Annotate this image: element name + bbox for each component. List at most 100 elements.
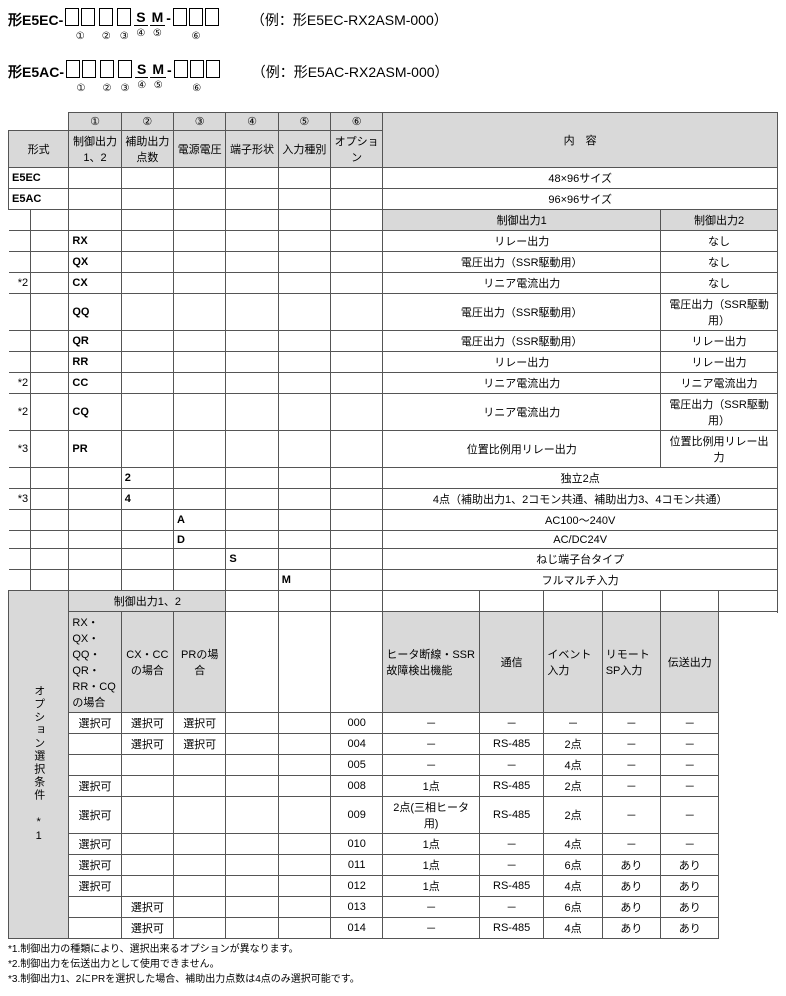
model-code: E5EC bbox=[9, 168, 69, 189]
opt-g3-val: 選択可 bbox=[174, 734, 226, 755]
col-hdr: 電源電圧 bbox=[174, 131, 226, 168]
opt-h1-val: － bbox=[383, 713, 480, 734]
opt-h2-val: － bbox=[479, 834, 543, 855]
opt-g2-val: 選択可 bbox=[121, 734, 173, 755]
type-header: 形式 bbox=[9, 131, 69, 168]
opt-h4-val: － bbox=[602, 776, 660, 797]
opt-g2-val bbox=[121, 876, 173, 897]
size-value: 96×96サイズ bbox=[383, 189, 778, 210]
output-code: CX bbox=[69, 273, 121, 294]
opt-h2-val: － bbox=[479, 855, 543, 876]
opt-h5-val: － bbox=[661, 797, 719, 834]
input-code: M bbox=[278, 570, 330, 591]
opt-code: 005 bbox=[331, 755, 383, 776]
opt-code: 010 bbox=[331, 834, 383, 855]
opt-h4-val: あり bbox=[602, 897, 660, 918]
opt-g2-val bbox=[121, 797, 173, 834]
opt-h1-val: 2点(三相ヒータ用) bbox=[383, 797, 480, 834]
output2-value: 位置比例用リレー出力 bbox=[661, 431, 778, 468]
star-note: *2 bbox=[9, 373, 31, 394]
col-hdr: 入力種別 bbox=[278, 131, 330, 168]
opt-h1-val: － bbox=[383, 755, 480, 776]
opt-g1-val: 選択可 bbox=[69, 776, 121, 797]
option-label: オプション選択条件 *1 bbox=[9, 591, 69, 939]
opt-h2-val: RS-485 bbox=[479, 776, 543, 797]
opt-g3-val bbox=[174, 897, 226, 918]
opt-h2-val: RS-485 bbox=[479, 918, 543, 939]
footnote: *1.制御出力の種類により、選択出来るオプションが異なります。 bbox=[8, 943, 778, 957]
col-num: ⑥ bbox=[331, 113, 383, 131]
opt-h3-val: 6点 bbox=[544, 855, 602, 876]
opt-h2-val: － bbox=[479, 897, 543, 918]
opt-h5-val: － bbox=[661, 734, 719, 755]
output2-value: なし bbox=[661, 273, 778, 294]
opt-h4-val: あり bbox=[602, 855, 660, 876]
output-code: CQ bbox=[69, 394, 121, 431]
output1-value: 電圧出力（SSR駆動用） bbox=[383, 294, 661, 331]
opt-h1-val: － bbox=[383, 918, 480, 939]
opt-h1-val: 1点 bbox=[383, 876, 480, 897]
opt-h1-val: 1点 bbox=[383, 834, 480, 855]
opt-g3-val bbox=[174, 834, 226, 855]
opt-code: 011 bbox=[331, 855, 383, 876]
out1-header: 制御出力1 bbox=[383, 210, 661, 231]
opt-g2-val bbox=[121, 755, 173, 776]
opt-g1-val bbox=[69, 734, 121, 755]
star-note: *3 bbox=[9, 489, 31, 510]
term-value: ねじ端子台タイプ bbox=[383, 549, 778, 570]
output1-value: リニア電流出力 bbox=[383, 394, 661, 431]
opt-g2-val bbox=[121, 855, 173, 876]
opt-h5-val: － bbox=[661, 776, 719, 797]
output-code: RR bbox=[69, 352, 121, 373]
opt-g1-val bbox=[69, 918, 121, 939]
opt-code: 008 bbox=[331, 776, 383, 797]
star-note: *2 bbox=[9, 273, 31, 294]
opt-g3-val bbox=[174, 876, 226, 897]
output1-value: 電圧出力（SSR駆動用） bbox=[383, 331, 661, 352]
out2-header: 制御出力2 bbox=[661, 210, 778, 231]
opt-h2-val: － bbox=[479, 713, 543, 734]
output2-value: リニア電流出力 bbox=[661, 373, 778, 394]
opt-h5-val: － bbox=[661, 713, 719, 734]
opt-h5-val: あり bbox=[661, 918, 719, 939]
star-note bbox=[9, 468, 31, 489]
opt-h3-val: 2点 bbox=[544, 734, 602, 755]
opt-g1-val: 選択可 bbox=[69, 834, 121, 855]
star-note bbox=[9, 352, 31, 373]
aux-code: 2 bbox=[121, 468, 173, 489]
opt-h2-val: RS-485 bbox=[479, 876, 543, 897]
model-number-lines: 形E5EC-①②③S④M⑤-⑥（例：形E5EC-RX2ASM-000）形E5AC… bbox=[8, 8, 778, 94]
output1-value: リニア電流出力 bbox=[383, 373, 661, 394]
star-note: *3 bbox=[9, 431, 31, 468]
output2-value: なし bbox=[661, 252, 778, 273]
power-code: D bbox=[174, 531, 226, 549]
model-line: 形E5AC-①②③S④M⑤-⑥（例：形E5AC-RX2ASM-000） bbox=[8, 60, 778, 94]
opt-g2: CX・CCの場合 bbox=[121, 612, 173, 713]
output2-value: 電圧出力（SSR駆動用） bbox=[661, 294, 778, 331]
opt-g1-val: 選択可 bbox=[69, 713, 121, 734]
opt-g3-val bbox=[174, 918, 226, 939]
opt-h1-val: 1点 bbox=[383, 855, 480, 876]
opt-h3-val: 4点 bbox=[544, 918, 602, 939]
input-value: フルマルチ入力 bbox=[383, 570, 778, 591]
opt-h1-val: － bbox=[383, 734, 480, 755]
opt-h4-val: － bbox=[602, 834, 660, 855]
opt-h3-val: 2点 bbox=[544, 797, 602, 834]
opt-h5-val: あり bbox=[661, 897, 719, 918]
output2-value: リレー出力 bbox=[661, 352, 778, 373]
aux-value: 4点（補助出力1、2コモン共通、補助出力3、4コモン共通） bbox=[383, 489, 778, 510]
opt-g2-val: 選択可 bbox=[121, 713, 173, 734]
opt-g3: PRの場合 bbox=[174, 612, 226, 713]
opt-g3-val bbox=[174, 855, 226, 876]
model-example: （例：形E5EC-RX2ASM-000） bbox=[251, 8, 448, 30]
output2-value: なし bbox=[661, 231, 778, 252]
footnote: *3.制御出力1、2にPRを選択した場合、補助出力点数は4点のみ選択可能です。 bbox=[8, 973, 778, 987]
output1-value: 位置比例用リレー出力 bbox=[383, 431, 661, 468]
col-hdr: オプション bbox=[331, 131, 383, 168]
opt-g1-val bbox=[69, 897, 121, 918]
opt-h4-val: － bbox=[602, 734, 660, 755]
opt-h3-val: 2点 bbox=[544, 776, 602, 797]
opt-h1-val: 1点 bbox=[383, 776, 480, 797]
opt-g3-val: 選択可 bbox=[174, 713, 226, 734]
opt-g2-val: 選択可 bbox=[121, 918, 173, 939]
